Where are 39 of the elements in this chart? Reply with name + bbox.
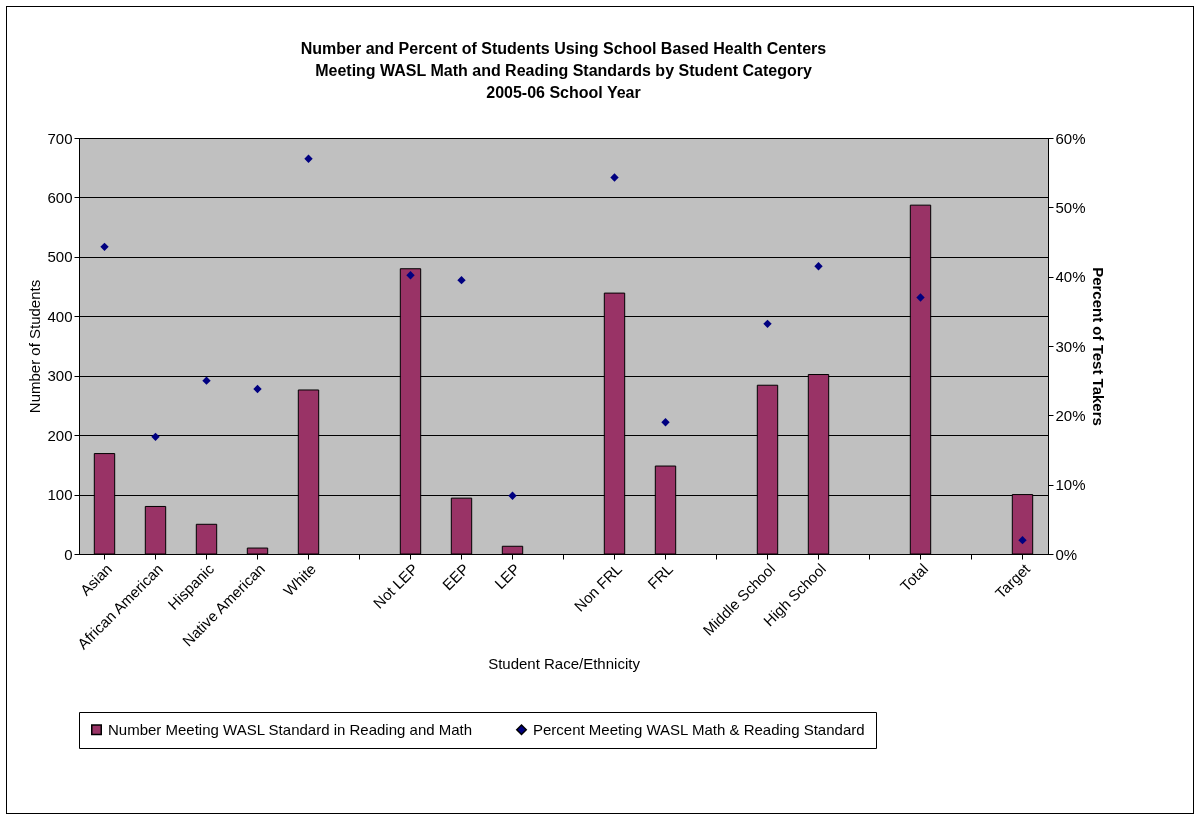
y-tick-label: 500 [47, 248, 73, 266]
x-axis-title: Student Race/Ethnicity [488, 654, 641, 672]
y-tick-label: 600 [47, 188, 73, 206]
y2-tick-label: 0% [1055, 545, 1078, 563]
y2-tick-label: 30% [1055, 337, 1086, 355]
point [253, 384, 262, 394]
legend-label: Percent Meeting WASL Math & Reading Standard [533, 720, 865, 738]
y2-tick-label: 40% [1055, 268, 1086, 286]
x-tick-label: FRL [644, 560, 677, 593]
point [406, 271, 415, 280]
point [916, 293, 925, 302]
point [610, 173, 619, 182]
y-tick-label: 0 [64, 545, 73, 563]
y-tick-label: 700 [47, 129, 73, 147]
point [100, 242, 109, 252]
y2-axis-title: Percent of Test Takers [1089, 267, 1107, 426]
y2-tick-label: 50% [1055, 198, 1086, 216]
y2-tick-label: 20% [1055, 406, 1086, 424]
point [1018, 535, 1027, 545]
x-tick-label: Not LEP [369, 560, 422, 612]
point [814, 262, 823, 271]
chart-title: Number and Percent of Students Using School Based Health Centers Meeting WASL Math and Reading Standards by Student Category 2005-06 School Year [300, 40, 827, 101]
point [508, 491, 517, 500]
y-axis-title: Number of Students [26, 279, 44, 414]
x-tick-label: LEP [491, 560, 524, 593]
point [202, 376, 211, 385]
point [661, 418, 670, 427]
y-tick-label: 100 [47, 486, 73, 504]
y-tick-label: 400 [47, 307, 73, 325]
y-tick-label: 300 [47, 367, 73, 385]
y-tick-label: 200 [47, 426, 73, 444]
point [151, 432, 160, 442]
point [304, 154, 313, 163]
x-tick-label: Non FRL [570, 560, 626, 615]
point [763, 319, 772, 328]
point [457, 275, 466, 285]
y2-tick-label: 10% [1055, 476, 1086, 494]
legend-label: Number Meeting WASL Standard in Reading and Math [108, 720, 473, 738]
y2-tick-label: 60% [1055, 129, 1086, 147]
